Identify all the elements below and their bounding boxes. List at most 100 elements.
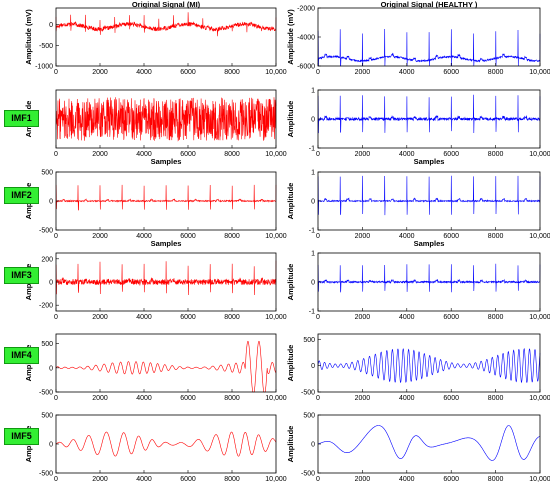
right-original-ytick-label: -2000 <box>297 6 315 13</box>
left-imf1-xlabel: Samples <box>151 157 182 166</box>
right-imf4-xtick-label: 4000 <box>399 395 415 402</box>
right-imf2-xtick-label: 0 <box>316 233 320 240</box>
left-imf1-series-line <box>55 97 277 142</box>
right-imf5-xtick-label: 2000 <box>355 476 371 483</box>
left-imf3-xtick-label: 0 <box>54 314 58 321</box>
left-imf3-series-line <box>55 260 277 296</box>
right-imf5-series-line <box>317 425 541 461</box>
right-imf3-xtick-label: 10,000 <box>529 314 550 321</box>
left-imf2-xtick-label: 4000 <box>136 233 152 240</box>
right-imf4-xtick-label: 8000 <box>488 395 504 402</box>
left-original-xtick-label: 8000 <box>224 69 240 76</box>
left-imf5-ytick-label: -500 <box>39 471 53 478</box>
left-imf5-axes-frame <box>55 414 277 474</box>
right-imf2-ylabel: Amplitude <box>286 183 295 220</box>
left-imf4-xtick-label: 8000 <box>224 395 240 402</box>
right-imf2-ytick-label: 1 <box>311 170 315 177</box>
right-original-ylabel: Amplitude (mV) <box>286 9 295 65</box>
right-imf2-xtick-label: 10,000 <box>529 233 550 240</box>
right-original-xtick-label: 6000 <box>443 69 459 76</box>
right-imf4-ytick-label: -500 <box>301 390 315 397</box>
right-imf4-ytick-label: 500 <box>303 337 315 344</box>
right-imf4-xtick-label: 2000 <box>355 395 371 402</box>
imf4-label: IMF4 <box>4 347 39 364</box>
right-imf1-ytick-label: 0 <box>311 117 315 124</box>
left-imf4-ytick-label: 0 <box>49 365 53 372</box>
right-imf3-xtick-label: 8000 <box>488 314 504 321</box>
left-imf1-xtick-label: 2000 <box>92 151 108 158</box>
right-imf5-ytick-label: 0 <box>311 442 315 449</box>
right-imf1-xtick-label: 4000 <box>399 151 415 158</box>
right-original-ytick-label: -6000 <box>297 64 315 71</box>
left-imf4-ytick-label: -500 <box>39 390 53 397</box>
right-imf4-axes-frame <box>317 333 541 393</box>
right-imf5-ylabel: Amplitude <box>286 426 295 463</box>
left-imf5-series-line <box>55 431 277 457</box>
left-original-axes-frame <box>55 7 277 67</box>
left-imf3-ytick-label: -200 <box>39 303 53 310</box>
right-imf3-xtick-label: 4000 <box>399 314 415 321</box>
right-imf2-xtick-label: 4000 <box>399 233 415 240</box>
left-imf5-xtick-label: 8000 <box>224 476 240 483</box>
right-imf1-xtick-label: 6000 <box>443 151 459 158</box>
right-imf5-axes-frame <box>317 414 541 474</box>
right-imf5-xtick-label: 6000 <box>443 476 459 483</box>
left-imf1-xtick-label: 8000 <box>224 151 240 158</box>
right-imf2-xtick-label: 2000 <box>355 233 371 240</box>
left-imf2-xtick-label: 0 <box>54 233 58 240</box>
right-imf4-xtick-label: 6000 <box>443 395 459 402</box>
left-imf5-xtick-label: 2000 <box>92 476 108 483</box>
left-imf1-axes-frame <box>55 89 277 149</box>
right-imf2-xtick-label: 8000 <box>488 233 504 240</box>
right-imf2-xlabel: Samples <box>414 239 445 248</box>
left-imf3-xtick-label: 10,000 <box>265 314 287 321</box>
left-imf3-ytick-label: 0 <box>49 280 53 287</box>
left-imf1-xtick-label: 4000 <box>136 151 152 158</box>
right-imf1-xtick-label: 2000 <box>355 151 371 158</box>
imf2-label: IMF2 <box>4 187 39 204</box>
right-imf1-ylabel: Amplitude <box>286 101 295 138</box>
right-imf4-ytick-label: 0 <box>311 363 315 370</box>
right-imf3-xtick-label: 0 <box>316 314 320 321</box>
right-imf1-xtick-label: 0 <box>316 151 320 158</box>
left-imf3-xtick-label: 4000 <box>136 314 152 321</box>
left-imf2-ytick-label: -500 <box>39 228 53 235</box>
left-imf2-xlabel: Samples <box>151 239 182 248</box>
left-imf4-xtick-label: 4000 <box>136 395 152 402</box>
right-imf3-xtick-label: 2000 <box>355 314 371 321</box>
right-imf3-ylabel: Amplitude <box>286 264 295 301</box>
right-imf4-xtick-label: 0 <box>316 395 320 402</box>
left-imf1-xtick-label: 6000 <box>180 151 196 158</box>
right-imf3-ytick-label: 0 <box>311 280 315 287</box>
imf3-label: IMF3 <box>4 267 39 284</box>
left-imf2-series-line <box>55 184 277 211</box>
left-imf2-xtick-label: 2000 <box>92 233 108 240</box>
right-imf4-series-line <box>317 347 541 384</box>
right-original-xtick-label: 2000 <box>355 69 371 76</box>
right-imf5-ytick-label: -500 <box>301 471 315 478</box>
left-imf4-xtick-label: 6000 <box>180 395 196 402</box>
right-imf1-ytick-label: -1 <box>309 146 315 153</box>
right-original-xtick-label: 4000 <box>399 69 415 76</box>
right-original-xtick-label: 0 <box>316 69 320 76</box>
right-original-title: Original Signal (HEALTHY ) <box>381 0 478 9</box>
right-original-ytick-label: -4000 <box>297 35 315 42</box>
left-imf1-xtick-label: 0 <box>54 151 58 158</box>
right-original-xtick-label: 10,000 <box>529 69 550 76</box>
right-imf2-ytick-label: -1 <box>309 228 315 235</box>
left-original-ytick-label: 0 <box>49 22 53 29</box>
right-imf5-xtick-label: 0 <box>316 476 320 483</box>
left-original-xtick-label: 10,000 <box>265 69 287 76</box>
left-original-ytick-label: -1000 <box>35 64 53 71</box>
left-imf1-xtick-label: 10,000 <box>265 151 287 158</box>
right-imf3-xtick-label: 6000 <box>443 314 459 321</box>
right-imf5-ytick-label: 500 <box>303 413 315 420</box>
left-imf4-ytick-label: 500 <box>41 341 53 348</box>
left-imf4-xtick-label: 0 <box>54 395 58 402</box>
left-imf5-ytick-label: 0 <box>49 442 53 449</box>
left-original-series-line <box>55 12 277 37</box>
left-original-xtick-label: 4000 <box>136 69 152 76</box>
left-original-xtick-label: 6000 <box>180 69 196 76</box>
